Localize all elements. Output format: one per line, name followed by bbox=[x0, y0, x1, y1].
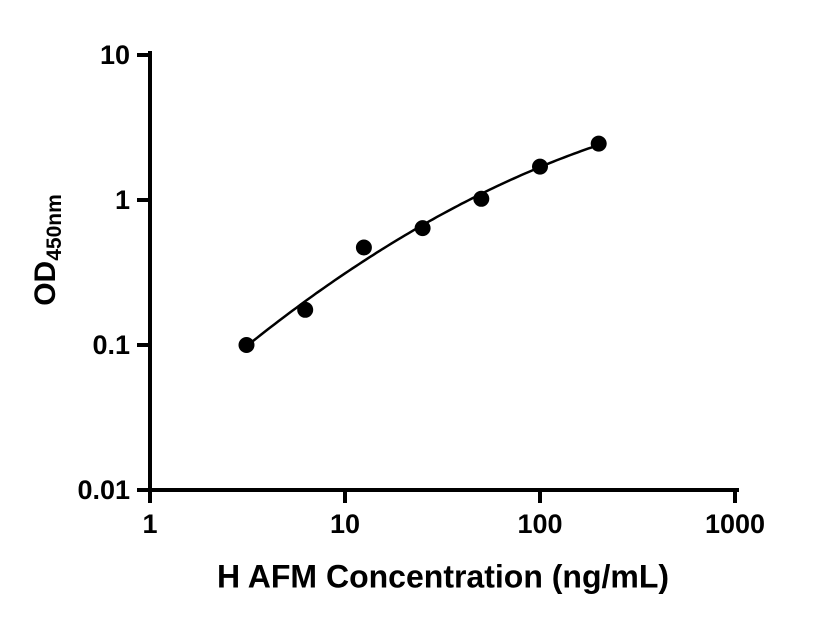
data-point bbox=[297, 301, 314, 318]
data-point bbox=[238, 337, 255, 353]
x-axis-title: H AFM Concentration (ng/mL) bbox=[216, 558, 670, 595]
data-point bbox=[590, 135, 607, 152]
data-point bbox=[414, 220, 431, 237]
y-axis-tick-label: 1 bbox=[115, 185, 130, 215]
y-axis-tick-label: 10 bbox=[100, 40, 130, 70]
x-axis-tick-label: 1 bbox=[142, 509, 157, 539]
data-point bbox=[532, 158, 548, 175]
data-point bbox=[473, 190, 490, 207]
y-axis-title-main: OD bbox=[29, 260, 62, 306]
y-axis-title: OD450nm bbox=[29, 194, 67, 306]
fit-curve bbox=[245, 143, 600, 348]
data-point bbox=[355, 239, 372, 256]
y-axis-tick-label: 0.01 bbox=[77, 475, 130, 505]
x-axis-tick-label: 10 bbox=[330, 509, 360, 539]
axes-lines bbox=[148, 51, 739, 492]
x-axis-tick-label: 100 bbox=[517, 509, 562, 539]
y-axis-title-subscript: 450nm bbox=[43, 194, 66, 261]
y-axis-tick-label: 0.1 bbox=[92, 330, 130, 360]
x-axis-tick-label: 1000 bbox=[705, 509, 765, 539]
